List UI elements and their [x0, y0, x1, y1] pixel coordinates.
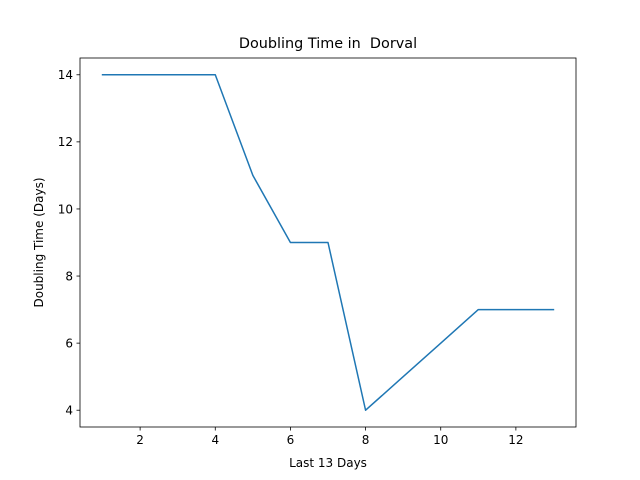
y-tick-label: 6	[65, 336, 73, 350]
x-tick-label: 2	[136, 433, 144, 447]
x-axis-label: Last 13 Days	[289, 456, 367, 470]
series-line	[101, 74, 555, 411]
y-tick-label: 14	[58, 68, 73, 82]
y-tick-label: 4	[65, 404, 73, 418]
y-axis-label: Doubling Time (Days)	[32, 177, 46, 307]
y-tick-label: 8	[65, 269, 73, 283]
series-group	[101, 74, 555, 411]
y-tick-label: 12	[58, 135, 73, 149]
x-tick-label: 12	[508, 433, 523, 447]
chart-title: Doubling Time in Dorval	[239, 36, 417, 52]
x-tick-label: 6	[287, 433, 295, 447]
x-tick-label: 8	[362, 433, 370, 447]
plot-area: 2 4 6 8 10 12 4 6 8 10 12 14	[58, 57, 577, 447]
x-axis-ticks: 2 4 6 8 10 12	[136, 427, 524, 447]
x-tick-label: 4	[211, 433, 219, 447]
y-axis-ticks: 4 6 8 10 12 14	[58, 68, 80, 418]
x-tick-label: 10	[433, 433, 448, 447]
y-tick-label: 10	[58, 202, 73, 216]
plot-frame	[79, 57, 577, 428]
